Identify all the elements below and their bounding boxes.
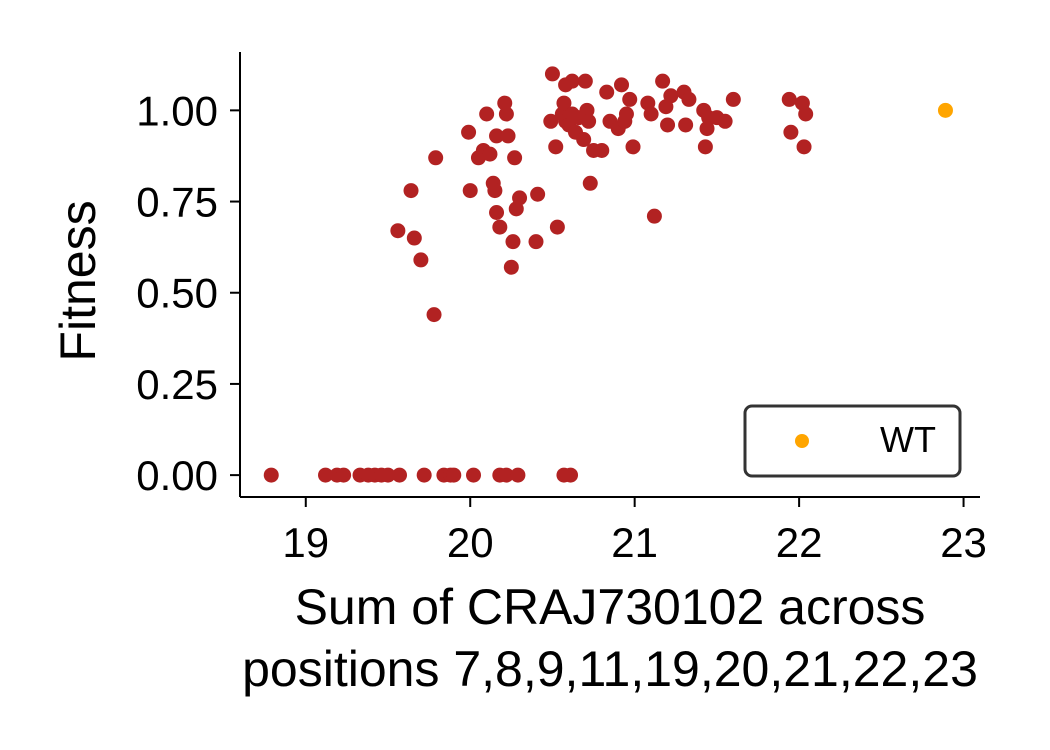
y-tick-label: 0.50 xyxy=(136,270,218,317)
data-point xyxy=(563,467,579,483)
data-point xyxy=(646,208,662,224)
data-point xyxy=(482,146,498,162)
data-point xyxy=(500,128,516,144)
data-point xyxy=(392,467,408,483)
data-point xyxy=(512,190,528,206)
data-point xyxy=(544,66,560,82)
data-point xyxy=(548,139,564,155)
data-point xyxy=(510,467,526,483)
data-point xyxy=(594,142,610,158)
data-point xyxy=(498,106,514,122)
x-axis-label-line-1: Sum of CRAJ730102 across xyxy=(295,579,926,635)
data-point xyxy=(489,128,505,144)
data-point xyxy=(622,91,638,107)
x-tick-label: 22 xyxy=(776,519,823,566)
data-point xyxy=(403,183,419,199)
data-point xyxy=(390,223,406,239)
data-point xyxy=(318,467,334,483)
data-point xyxy=(446,467,462,483)
data-point xyxy=(576,132,592,148)
data-point xyxy=(406,230,422,246)
legend-box xyxy=(743,404,962,478)
data-point xyxy=(717,113,733,129)
data-point xyxy=(556,95,572,111)
data-point xyxy=(428,150,444,166)
data-points xyxy=(263,66,953,483)
data-point xyxy=(660,117,676,133)
data-point-wt xyxy=(937,102,953,118)
data-point xyxy=(655,73,671,89)
data-point xyxy=(781,91,797,107)
data-point xyxy=(618,106,634,122)
y-axis-ticks: 0.00 0.25 0.50 0.75 1.00 xyxy=(136,87,240,499)
data-point xyxy=(479,106,495,122)
data-point xyxy=(783,124,799,140)
data-point xyxy=(625,139,641,155)
data-point xyxy=(530,186,546,202)
legend-marker-wt xyxy=(795,434,809,448)
x-tick-label: 20 xyxy=(447,519,494,566)
data-point xyxy=(413,252,429,268)
data-point xyxy=(549,219,565,235)
data-point xyxy=(426,307,442,323)
data-point xyxy=(492,219,508,235)
data-point xyxy=(543,113,559,129)
legend-label-wt: WT xyxy=(880,419,936,460)
data-point xyxy=(678,117,694,133)
data-point xyxy=(564,73,580,89)
legend: WT xyxy=(743,404,962,478)
data-point xyxy=(498,467,514,483)
data-point xyxy=(663,88,679,104)
data-point xyxy=(528,234,544,250)
data-point xyxy=(507,150,523,166)
data-point xyxy=(489,204,505,220)
y-axis-label: Fitness xyxy=(50,200,106,361)
data-point xyxy=(798,106,814,122)
y-tick-label: 1.00 xyxy=(136,87,218,134)
data-point xyxy=(725,91,741,107)
data-point xyxy=(461,124,477,140)
y-tick-label: 0.75 xyxy=(136,179,218,226)
data-point xyxy=(462,183,478,199)
data-point xyxy=(416,467,432,483)
data-point xyxy=(503,259,519,275)
data-point xyxy=(599,84,615,100)
y-tick-label: 0.25 xyxy=(136,361,218,408)
x-axis-label-line-2: positions 7,8,9,11,19,20,21,22,23 xyxy=(242,641,978,697)
data-point xyxy=(505,234,521,250)
data-point xyxy=(336,467,352,483)
data-point xyxy=(577,73,593,89)
data-point xyxy=(796,139,812,155)
data-point xyxy=(697,139,713,155)
x-tick-label: 21 xyxy=(611,519,658,566)
data-point xyxy=(681,91,697,107)
x-axis-ticks: 19 20 21 22 23 xyxy=(282,497,987,566)
data-point xyxy=(614,77,630,93)
x-tick-label: 19 xyxy=(282,519,329,566)
data-point xyxy=(582,175,598,191)
data-point xyxy=(581,113,597,129)
y-tick-label: 0.00 xyxy=(136,452,218,499)
data-point xyxy=(466,467,482,483)
data-point xyxy=(643,106,659,122)
data-point xyxy=(487,183,503,199)
data-point xyxy=(263,467,279,483)
x-tick-label: 23 xyxy=(940,519,987,566)
data-point xyxy=(380,467,396,483)
